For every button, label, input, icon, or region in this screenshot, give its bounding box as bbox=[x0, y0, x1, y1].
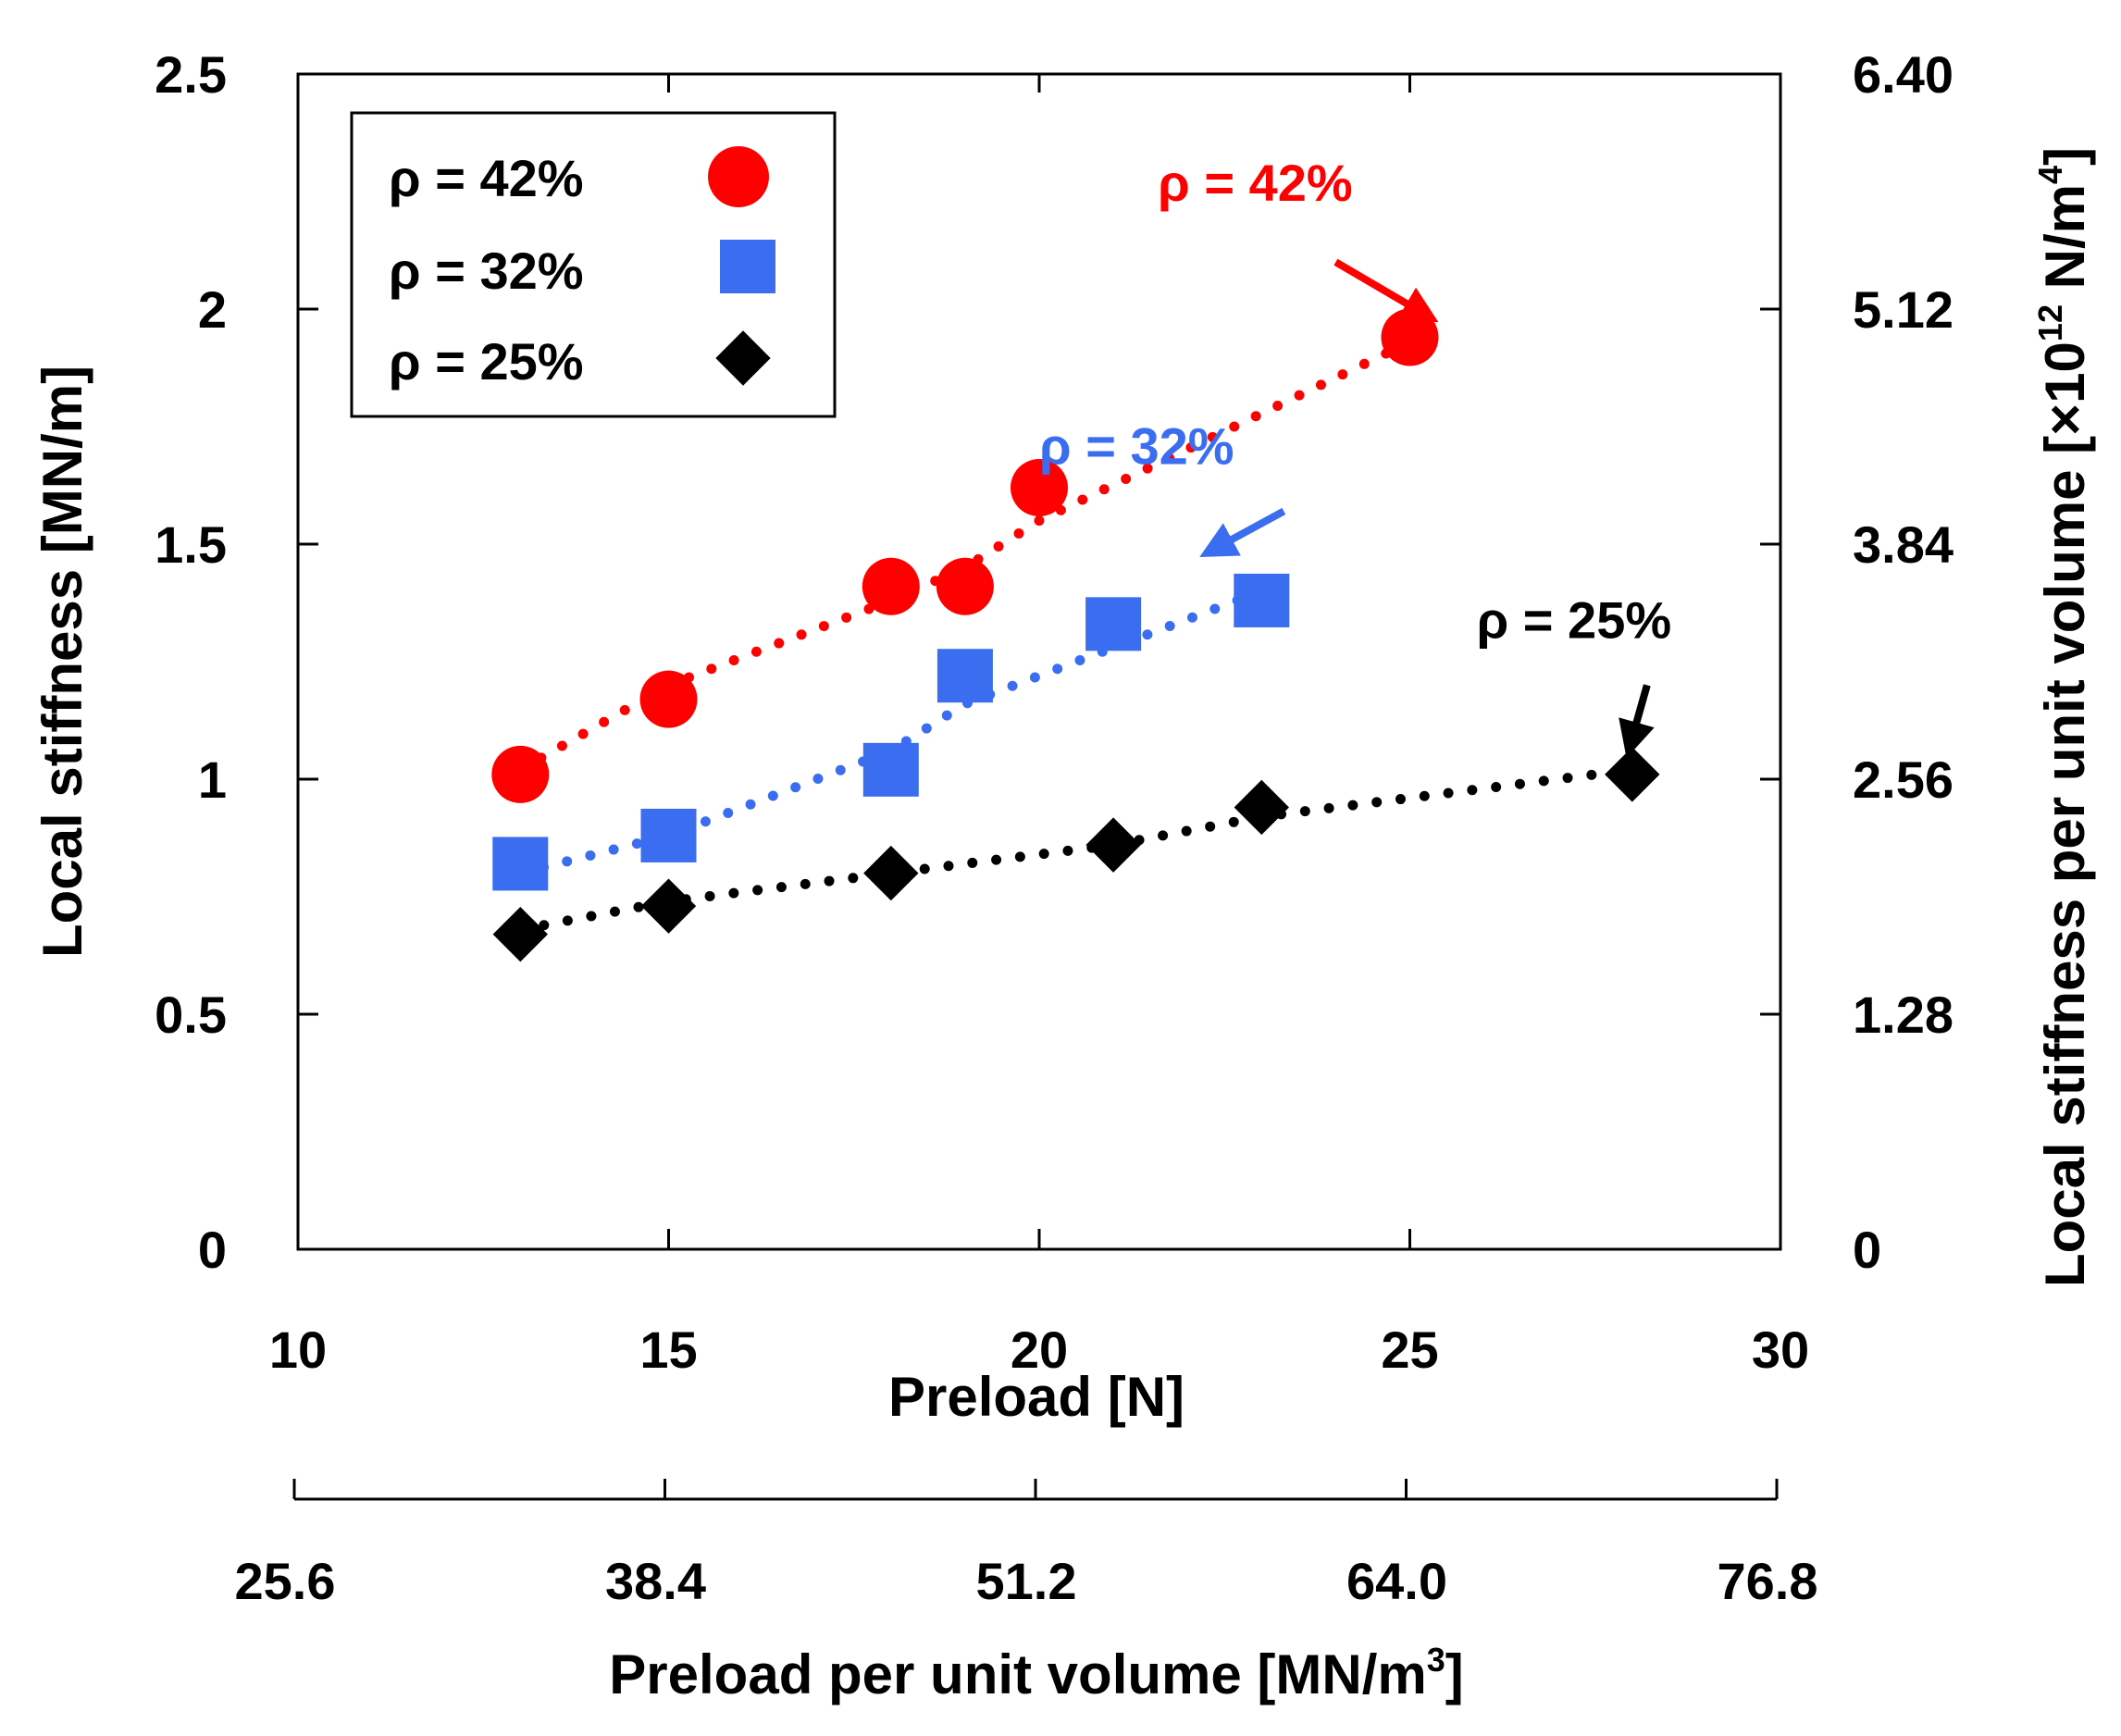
y2-tick-label: 2.56 bbox=[1853, 750, 1954, 809]
x-tick-label: 20 bbox=[1011, 1321, 1068, 1379]
x-tick-label: 15 bbox=[639, 1321, 697, 1379]
legend-label-32: ρ = 32% bbox=[389, 242, 584, 300]
x2-tick-label: 51.2 bbox=[976, 1552, 1077, 1610]
x2-tick-label: 64.0 bbox=[1346, 1552, 1447, 1610]
marker-square bbox=[1234, 573, 1290, 627]
marker-diamond bbox=[640, 878, 697, 934]
axis-ticks bbox=[296, 72, 1782, 1251]
x2-axis-title: Preload per unit volume [MN/m3] bbox=[609, 1641, 1463, 1705]
marker-circle bbox=[1011, 459, 1068, 517]
marker-diamond bbox=[863, 845, 919, 901]
legend: ρ = 42% ρ = 32% ρ = 25% bbox=[350, 111, 837, 418]
y2-tick-label: 3.84 bbox=[1853, 515, 1954, 574]
marker-square bbox=[936, 649, 993, 703]
x2-ticks bbox=[292, 1479, 1779, 1499]
annotation-label: ρ = 42% bbox=[1158, 154, 1353, 212]
annotation-arrow bbox=[1619, 684, 1655, 759]
x2-tick-label: 76.8 bbox=[1718, 1552, 1818, 1610]
annotation-label: ρ = 32% bbox=[1039, 417, 1234, 476]
marker-circle bbox=[862, 557, 920, 615]
marker-diamond bbox=[1605, 747, 1660, 802]
x2-tick-labels: 25.6 38.4 51.2 64.0 76.8 bbox=[235, 1552, 1818, 1610]
y-tick-label: 1 bbox=[198, 750, 227, 809]
marker-square bbox=[492, 837, 549, 891]
y2-tick-label: 1.28 bbox=[1853, 986, 1954, 1044]
legend-marker-circle bbox=[708, 146, 769, 207]
marker-diamond bbox=[1085, 817, 1141, 873]
x-tick-label: 25 bbox=[1381, 1321, 1438, 1379]
marker-circle bbox=[639, 670, 698, 728]
marker-square bbox=[862, 742, 919, 797]
marker-diamond bbox=[1234, 779, 1289, 836]
x-tick-labels: 10 15 20 25 30 bbox=[269, 1321, 1809, 1379]
legend-marker-square bbox=[720, 240, 775, 293]
data-markers bbox=[491, 308, 1660, 962]
marker-square bbox=[640, 808, 697, 862]
y-tick-labels: 0 0.5 1 1.5 2 2.5 bbox=[155, 45, 227, 1279]
marker-circle bbox=[1381, 308, 1439, 366]
marker-square bbox=[1085, 597, 1142, 651]
y-tick-label: 0 bbox=[198, 1221, 227, 1279]
y-tick-label: 0.5 bbox=[155, 986, 227, 1044]
x-tick-label: 30 bbox=[1752, 1321, 1809, 1379]
annotations: ρ = 42% ρ = 32% ρ = 25% bbox=[1039, 154, 1672, 759]
y2-tick-labels: 0 1.28 2.56 3.84 5.12 6.40 bbox=[1853, 45, 1954, 1279]
annotation-arrow bbox=[1333, 258, 1439, 323]
legend-marker-diamond bbox=[715, 330, 771, 386]
y2-tick-label: 6.40 bbox=[1853, 45, 1954, 104]
x2-tick-label: 25.6 bbox=[235, 1552, 336, 1610]
legend-label-25: ρ = 25% bbox=[389, 332, 584, 391]
x-axis-title: Preload [N] bbox=[888, 1366, 1185, 1428]
annotation-label: ρ = 25% bbox=[1477, 591, 1672, 650]
x-tick-label: 10 bbox=[269, 1321, 327, 1379]
legend-label-42: ρ = 42% bbox=[389, 149, 584, 207]
y-tick-label: 2.5 bbox=[155, 45, 227, 104]
trend-line-1 bbox=[515, 586, 1267, 879]
annotation-arrow bbox=[1199, 507, 1286, 557]
marker-diamond bbox=[492, 906, 548, 962]
y2-tick-label: 5.12 bbox=[1853, 280, 1954, 339]
y2-tick-label: 0 bbox=[1853, 1221, 1881, 1279]
marker-circle bbox=[936, 557, 994, 615]
y-tick-label: 1.5 bbox=[155, 515, 227, 574]
y-axis-title: Local stiffness [MN/m] bbox=[31, 366, 93, 958]
marker-circle bbox=[491, 745, 550, 803]
x2-tick-label: 38.4 bbox=[605, 1552, 706, 1610]
y2-axis-title: Local stiffness per unit volume [×1012 N… bbox=[2031, 147, 2096, 1287]
y-tick-label: 2 bbox=[198, 280, 227, 339]
